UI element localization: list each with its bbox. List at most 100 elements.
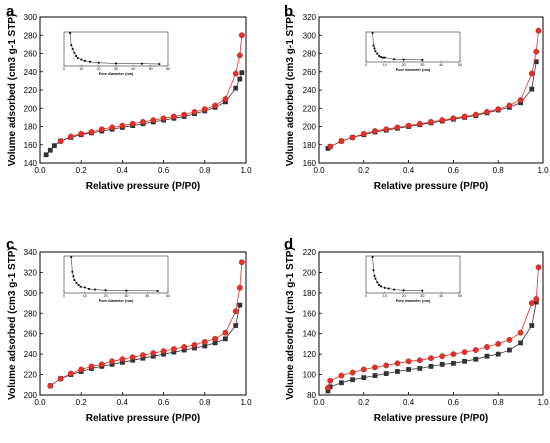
inset-point [376,281,379,284]
inset-line [372,256,423,291]
x-axis-label: Relative pressure (P/P0) [374,413,489,424]
inset-point [373,47,376,50]
inset-point [402,289,405,292]
y-tick-label: 220 [303,104,317,113]
data-point [52,143,57,149]
data-point [238,32,245,39]
inset-point [371,256,374,258]
data-point [439,353,446,360]
y-axis-label: Volume adsorbed (cm3 g-1 STP) [7,247,18,400]
data-point [325,384,331,391]
data-point [181,347,187,353]
inset-tick-label: 30 [114,67,118,71]
data-point [170,346,177,352]
x-tick-label: 0.2 [76,398,88,407]
inset-point [75,55,78,57]
inset-frame [365,31,461,63]
inset-plot: 0 10 20 30 40 50 Pore diameter (nm) [365,31,462,72]
data-point [237,302,243,308]
data-point [160,115,167,122]
data-point [529,323,535,328]
x-tick-label: 0.6 [448,166,460,175]
data-point [150,353,156,359]
inset-x-label: Pore diameter (nm) [396,299,431,303]
data-point [405,358,412,365]
data-point [129,120,136,127]
data-point [68,370,74,377]
data-point [394,124,401,131]
data-point [98,126,105,133]
y-tick-label: 200 [24,104,38,113]
data-point [191,342,198,348]
x-tick-label: 0.8 [199,398,211,407]
inset-point [73,51,76,54]
y-tick-label: 320 [303,13,317,22]
series-line [327,267,539,389]
data-point [517,329,524,336]
inset-frame [63,31,169,67]
inset-tick-label: 20 [104,294,108,298]
inset-frame [365,255,461,294]
data-point [338,372,345,379]
inset-tick-label: 50 [458,294,462,298]
inset-point [79,285,82,288]
y-tick-label: 160 [303,309,317,318]
data-point [212,102,219,109]
x-tick-label: 0.8 [199,166,211,175]
inset-tick-label: 10 [383,294,387,298]
data-point [109,358,116,365]
x-tick-label: 1.0 [537,166,549,175]
data-point [360,130,367,137]
inset-tick-label: 10 [383,63,387,67]
x-tick-label: 0.4 [403,166,415,175]
data-point [140,119,146,125]
inset-tick-label: 50 [149,67,153,71]
data-point [201,338,208,345]
data-point [349,369,356,376]
data-point [233,85,239,91]
desorption-series [47,259,245,389]
inset-point [382,56,384,59]
x-tick-label: 0.0 [313,398,325,407]
x-axis-label: Relative pressure (P/P0) [86,413,201,424]
data-point [451,360,456,366]
data-point [383,371,389,376]
inset-tick-label: 40 [145,294,149,298]
data-point [57,375,64,382]
data-point [43,152,49,158]
data-point [350,377,355,383]
data-point [236,284,243,291]
data-point [372,128,378,134]
y-tick-label: 160 [303,159,317,168]
data-point [119,356,126,363]
inset-point [70,256,73,258]
panel-letter: a [6,3,15,20]
data-point [47,147,53,153]
data-point [238,259,245,266]
data-point [98,361,105,368]
panel-b: b0.0 0.2 0.4 0.6 0.8 1.0160180200220240260280… [284,3,549,192]
x-tick-label: 0.0 [34,166,46,175]
data-point [439,117,446,124]
data-point [495,341,502,347]
data-point [120,359,125,365]
inset-tick-label: 0 [63,67,65,71]
y-tick-label: 180 [303,141,317,150]
data-point [528,70,535,77]
inset-plot: 0 10 20 30 40 50 Pore diameter (nm) [365,255,462,303]
data-point [533,296,540,302]
inset-x-label: Pore diameter (nm) [396,68,431,72]
inset-point [372,44,375,47]
y-tick-label: 140 [303,330,317,339]
inset-x-label: Pore diameter (nm) [99,72,134,76]
inset-point [80,58,83,61]
plot-frame [318,251,544,396]
data-point [239,70,245,76]
inset-x-label: Pore diameter (nm) [99,299,134,303]
data-point [232,308,239,315]
data-point [506,102,513,109]
x-tick-label: 0.4 [403,398,415,407]
data-point [47,382,54,389]
inset-point [83,286,86,289]
inset-tick-label: 30 [420,63,424,67]
